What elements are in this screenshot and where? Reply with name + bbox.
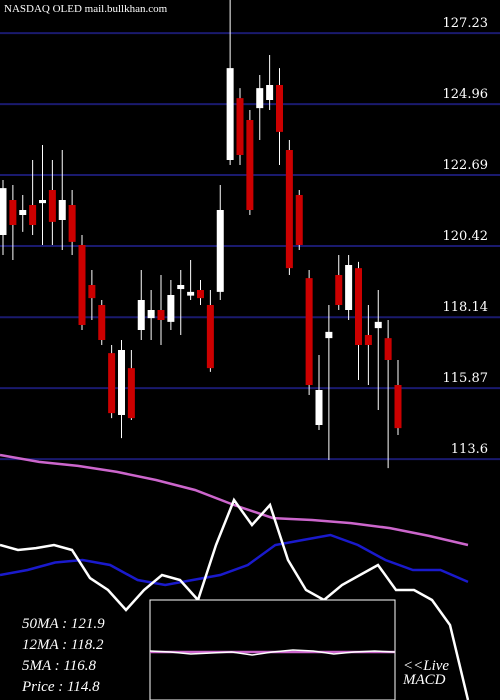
- candle-body: [285, 150, 293, 269]
- candle-body: [68, 205, 76, 242]
- candle-body: [266, 85, 274, 100]
- candle-body: [335, 275, 343, 305]
- candle-body: [384, 338, 392, 360]
- y-tick-label: 120.42: [443, 229, 489, 244]
- candle-body: [394, 385, 402, 429]
- y-tick-label: 122.69: [443, 158, 489, 173]
- candle-body: [216, 210, 224, 292]
- indicator-line: [0, 497, 470, 700]
- candle-body: [147, 310, 155, 319]
- candle-body: [345, 265, 353, 310]
- candle-body: [0, 188, 7, 235]
- y-tick-label: 113.6: [451, 442, 488, 457]
- candle-body: [236, 98, 244, 155]
- candle-body: [118, 350, 125, 415]
- candle-body: [157, 310, 165, 320]
- candle-body: [374, 321, 382, 329]
- candle-body: [48, 190, 56, 222]
- candle-body: [88, 285, 96, 299]
- candle-body: [256, 88, 264, 109]
- macd-label: <<Live MACD: [402, 658, 449, 688]
- candle-body: [187, 291, 195, 296]
- candle-body: [197, 290, 204, 299]
- indicator-text: Price : 114.8: [21, 679, 100, 695]
- y-tick-label: 115.87: [443, 371, 489, 386]
- candle-body: [246, 120, 254, 210]
- candle-body: [206, 305, 214, 369]
- macd-panel: [149, 599, 396, 700]
- candle-body: [58, 200, 66, 220]
- indicator-text: 5MA : 116.8: [22, 658, 97, 674]
- indicator-line: [0, 533, 469, 587]
- candle-body: [305, 278, 313, 385]
- indicator-text: 50MA : 121.9: [22, 616, 105, 632]
- macd-line: [149, 649, 396, 656]
- candle-body: [325, 331, 333, 339]
- y-tick-label: 118.14: [443, 300, 489, 315]
- candle-body: [355, 268, 362, 345]
- candle-body: [137, 300, 145, 330]
- candle-body: [315, 390, 323, 425]
- candle-body: [9, 200, 17, 225]
- y-tick-label: 127.23: [443, 16, 489, 31]
- candle-body: [226, 68, 234, 160]
- y-tick-label: 124.96: [443, 87, 489, 102]
- candle-body: [108, 353, 116, 414]
- candle-body: [295, 195, 303, 245]
- candle-body: [78, 245, 86, 325]
- candle-body: [127, 368, 135, 419]
- indicator-text: 12MA : 118.2: [22, 637, 104, 653]
- indicator-line: [0, 453, 469, 547]
- chart-title: NASDAQ OLED mail.bullkhan.com: [4, 3, 168, 15]
- candle-body: [177, 285, 185, 290]
- candle-body: [19, 210, 27, 215]
- candle-body: [29, 205, 37, 225]
- candle-body: [98, 305, 106, 340]
- candle-body: [167, 295, 175, 322]
- candle-body: [364, 335, 372, 345]
- candle-body: [276, 85, 283, 132]
- candle-body: [39, 200, 46, 204]
